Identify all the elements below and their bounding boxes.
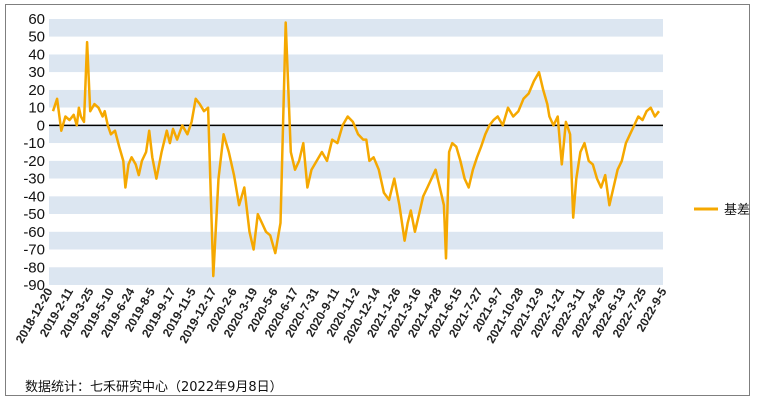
grid-band xyxy=(49,107,663,126)
y-tick-label: 60 xyxy=(28,11,45,28)
y-tick-label: -30 xyxy=(23,171,45,188)
grid-band xyxy=(49,178,663,197)
grid-band xyxy=(49,125,663,144)
grid-band xyxy=(49,196,663,215)
legend: 基差 xyxy=(694,202,750,217)
y-tick-label: -20 xyxy=(23,153,45,170)
grid-band xyxy=(49,143,663,161)
grid-band xyxy=(49,36,663,55)
grid-band xyxy=(49,249,663,268)
y-tick-label: -50 xyxy=(23,206,45,223)
grid-band xyxy=(49,214,663,232)
source-note: 数据统计：七禾研究中心（2022年9月8日） xyxy=(25,380,283,395)
grid-band xyxy=(49,72,663,90)
grid-band xyxy=(49,267,663,285)
y-tick-label: 50 xyxy=(28,29,45,46)
series-line-basis xyxy=(51,21,660,278)
grid-band xyxy=(49,89,663,108)
y-tick-label: -90 xyxy=(23,277,45,294)
y-tick-label: 0 xyxy=(37,117,45,134)
y-tick-label: 10 xyxy=(28,100,45,117)
y-tick-label: -40 xyxy=(23,188,45,205)
y-tick-label: 40 xyxy=(28,46,45,63)
y-tick-label: 20 xyxy=(28,82,45,99)
chart-frame: 60 50 40 30 20 10 0 -10 -20 -30 -40 -50 -60 -70 -80 -90… xyxy=(5,4,750,396)
y-tick-label: -70 xyxy=(23,242,45,259)
legend-label: 基差 xyxy=(724,202,750,217)
y-tick-label: -60 xyxy=(23,224,45,241)
grid-bands xyxy=(49,19,663,285)
grid-band xyxy=(49,54,663,73)
grid-band xyxy=(49,231,663,250)
chart-canvas: 6050403020100-10-20-30-40-50-60-70-80-90… xyxy=(13,11,750,346)
y-tick-label: -80 xyxy=(23,259,45,276)
y-tick-label: -10 xyxy=(23,135,45,152)
x-axis-ticks: 2018-12-202019-2-112019-3-252019-5-10201… xyxy=(13,285,670,345)
y-tick-label: 30 xyxy=(28,64,45,81)
grid-band xyxy=(49,160,663,179)
grid-band xyxy=(49,19,663,37)
